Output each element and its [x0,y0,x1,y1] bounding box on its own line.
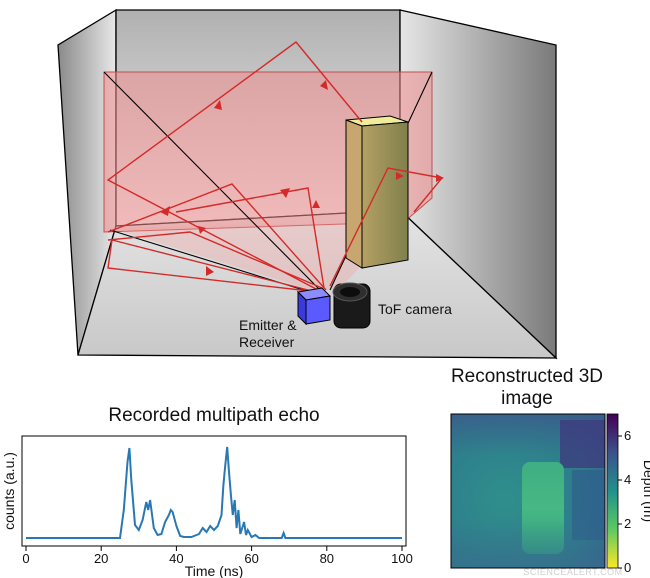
echo-series-line [26,446,402,539]
watermark: SCIENCEALERT.COM [523,567,622,577]
colorbar-tick-label: 2 [624,516,631,531]
tof-camera-icon [332,282,371,329]
room-diagram: Emitter & Receiver ToF camera [57,8,558,360]
echo-chart-title: Recorded multipath echo [108,405,319,426]
depth-colorbar: 0 2 4 6 Depth (m) [606,413,650,575]
echo-chart: Recorded multipath echo 0 20 40 60 80 100 Tim… [1,405,413,578]
recon-title-line2: image [501,388,553,409]
light-path-arrows [160,80,444,276]
reconstruction-panel: Reconstructed 3D image 0 2 4 6 Depth (m) SC… [450,366,650,577]
echo-y-axis-label: counts (a.u.) [1,452,17,530]
emitter-label-line2: Receiver [239,334,295,350]
echo-x-tick-label: 0 [22,551,29,566]
colorbar-tick-label: 6 [624,428,631,443]
colorbar-label: Depth (m) [641,460,650,522]
echo-plot-frame [21,435,407,547]
echo-x-tick-label: 60 [244,551,258,566]
recon-title-line1: Reconstructed 3D [451,366,603,387]
echo-x-tick-label: 20 [94,551,108,566]
echo-x-tick-label: 100 [391,551,413,566]
colorbar-tick-label: 4 [624,472,631,487]
light-cone [110,222,404,290]
echo-x-tick-label: 80 [320,551,334,566]
echo-x-axis: 0 20 40 60 80 100 [22,546,413,566]
emitter-label-line1: Emitter & [239,317,297,333]
echo-x-tick-label: 40 [169,551,183,566]
camera-label: ToF camera [378,301,452,317]
light-paths [106,41,444,293]
depth-heatmap [450,413,606,569]
pillar-object [345,115,409,269]
echo-x-axis-label: Time (ns) [185,563,244,578]
emitter-receiver-cube [296,287,332,326]
colorbar-tick-label: 0 [624,560,631,575]
